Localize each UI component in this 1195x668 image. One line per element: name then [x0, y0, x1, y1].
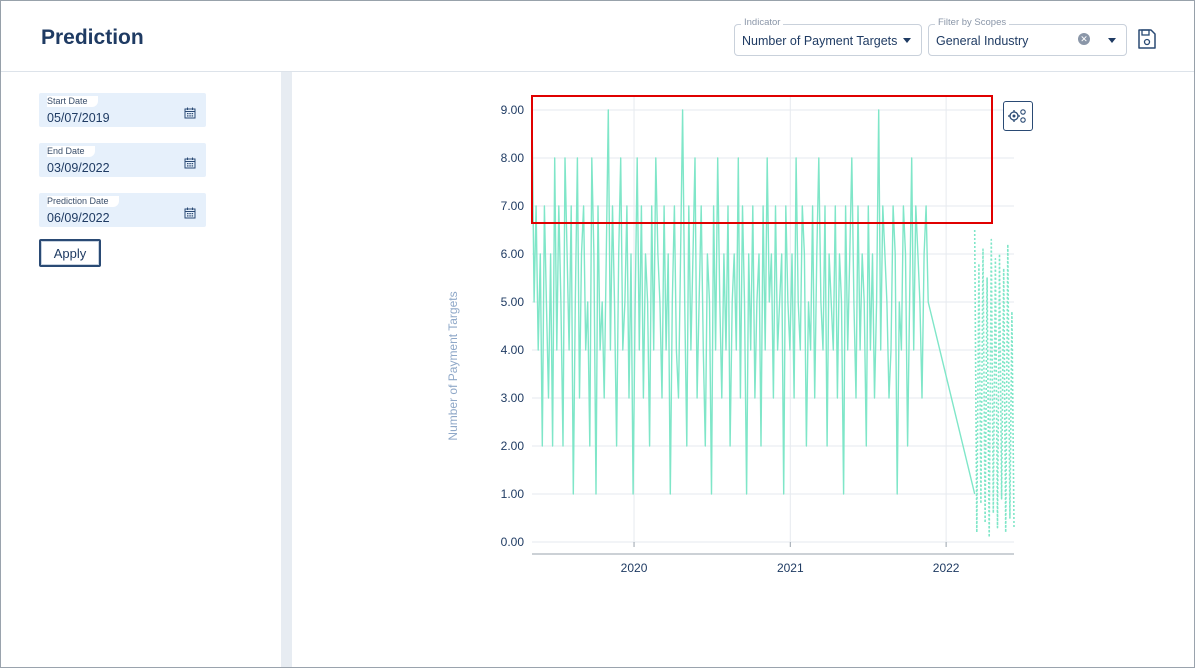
x-tick-label: 2020: [621, 561, 648, 575]
end-date-value: 03/09/2022: [47, 161, 110, 175]
y-tick-label: 9.00: [501, 103, 525, 117]
y-tick-label: 1.00: [501, 487, 525, 501]
x-tick-label: 2021: [777, 561, 804, 575]
prediction-date-label: Prediction Date: [47, 196, 119, 207]
y-tick-label: 0.00: [501, 535, 525, 549]
chart-panel: [292, 72, 1194, 667]
filter-panel: Start Date 05/07/2019 End Date 03/09/202…: [1, 72, 281, 667]
scope-filter-value: General Industry: [936, 34, 1029, 48]
indicator-value: Number of Payment Targets: [742, 34, 898, 48]
y-tick-label: 6.00: [501, 247, 525, 261]
panel-divider: [281, 72, 292, 667]
highlight-box: [531, 95, 993, 224]
calendar-icon[interactable]: [184, 207, 196, 219]
end-date-field[interactable]: End Date 03/09/2022: [39, 143, 206, 177]
calendar-icon[interactable]: [184, 157, 196, 169]
start-date-value: 05/07/2019: [47, 111, 110, 125]
x-axis-ticks: 2020 2021 2022: [621, 561, 960, 575]
y-tick-label: 5.00: [501, 295, 525, 309]
scope-filter-legend: Filter by Scopes: [935, 17, 1010, 29]
indicator-select[interactable]: Indicator Number of Payment Targets: [734, 17, 922, 56]
scope-filter-select[interactable]: Filter by Scopes General Industry ✕: [928, 17, 1127, 56]
page-title: Prediction: [41, 26, 144, 49]
y-tick-label: 8.00: [501, 151, 525, 165]
y-tick-label: 3.00: [501, 391, 525, 405]
y-tick-label: 2.00: [501, 439, 525, 453]
y-tick-label: 7.00: [501, 199, 525, 213]
history-series-line: [531, 109, 976, 495]
y-axis-label: Number of Payment Targets: [446, 291, 460, 440]
clear-icon[interactable]: ✕: [1078, 33, 1090, 45]
end-date-label: End Date: [47, 146, 95, 157]
start-date-field[interactable]: Start Date 05/07/2019: [39, 93, 206, 127]
prediction-date-field[interactable]: Prediction Date 06/09/2022: [39, 193, 206, 227]
chart-series: [531, 109, 1015, 538]
chevron-down-icon[interactable]: [903, 38, 911, 43]
prediction-date-value: 06/09/2022: [47, 211, 110, 225]
prediction-series-line: [973, 229, 1015, 538]
line-chart: 0.00 1.00 2.00 3.00 4.00 5.00 6.00 7.00 8.00 9.00…: [446, 95, 1015, 575]
y-axis-ticks: 0.00 1.00 2.00 3.00 4.00 5.00 6.00 7.00 8.00 9.00: [501, 103, 525, 549]
chevron-down-icon[interactable]: [1108, 38, 1116, 43]
x-tick-label: 2022: [933, 561, 960, 575]
calendar-icon[interactable]: [184, 107, 196, 119]
indicator-legend: Indicator: [741, 17, 784, 29]
header-bar: Prediction Indicator Number of Payment T…: [1, 1, 1194, 72]
apply-button[interactable]: Apply: [39, 239, 101, 267]
save-icon[interactable]: [1136, 27, 1158, 51]
y-tick-label: 4.00: [501, 343, 525, 357]
start-date-label: Start Date: [47, 96, 98, 107]
settings-icon[interactable]: [1003, 101, 1033, 131]
